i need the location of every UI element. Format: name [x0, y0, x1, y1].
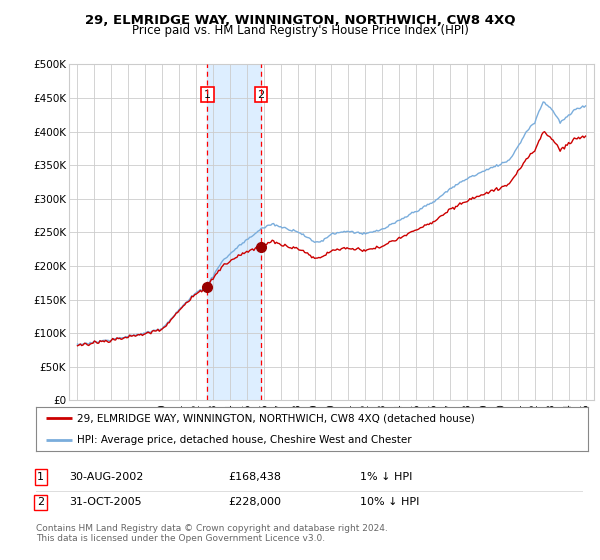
Text: 2: 2 — [37, 497, 44, 507]
Text: 10% ↓ HPI: 10% ↓ HPI — [360, 497, 419, 507]
Text: 1: 1 — [204, 90, 211, 100]
Text: HPI: Average price, detached house, Cheshire West and Chester: HPI: Average price, detached house, Ches… — [77, 435, 412, 445]
Text: 2: 2 — [257, 90, 265, 100]
Text: 1: 1 — [37, 472, 44, 482]
Text: 29, ELMRIDGE WAY, WINNINGTON, NORTHWICH, CW8 4XQ (detached house): 29, ELMRIDGE WAY, WINNINGTON, NORTHWICH,… — [77, 413, 475, 423]
Text: £168,438: £168,438 — [228, 472, 281, 482]
Text: Price paid vs. HM Land Registry's House Price Index (HPI): Price paid vs. HM Land Registry's House … — [131, 24, 469, 37]
Text: 31-OCT-2005: 31-OCT-2005 — [69, 497, 142, 507]
Text: Contains HM Land Registry data © Crown copyright and database right 2024.: Contains HM Land Registry data © Crown c… — [36, 524, 388, 533]
Text: £228,000: £228,000 — [228, 497, 281, 507]
Bar — [208, 64, 261, 400]
Text: 1% ↓ HPI: 1% ↓ HPI — [360, 472, 412, 482]
Text: 29, ELMRIDGE WAY, WINNINGTON, NORTHWICH, CW8 4XQ: 29, ELMRIDGE WAY, WINNINGTON, NORTHWICH,… — [85, 14, 515, 27]
Text: 30-AUG-2002: 30-AUG-2002 — [69, 472, 143, 482]
Text: This data is licensed under the Open Government Licence v3.0.: This data is licensed under the Open Gov… — [36, 534, 325, 543]
